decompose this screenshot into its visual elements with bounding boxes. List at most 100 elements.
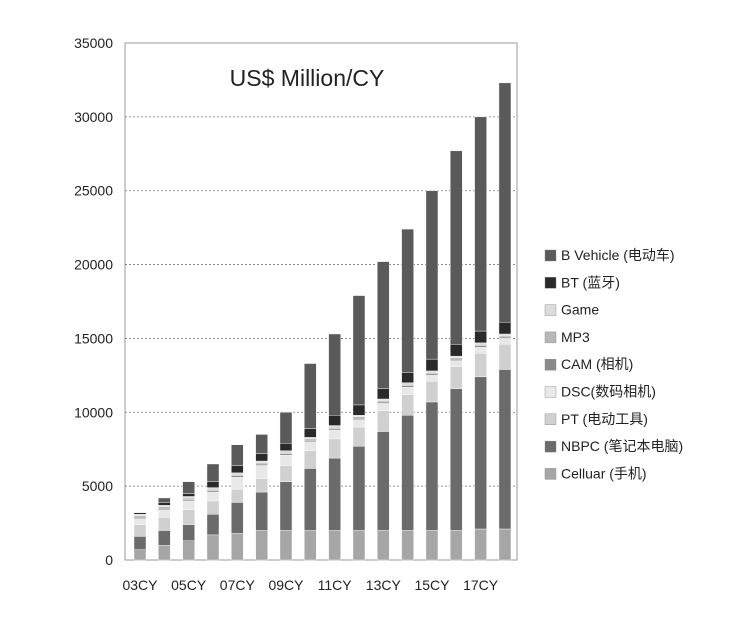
bar-segment <box>474 353 487 378</box>
bar-segment <box>425 370 439 373</box>
legend-label: Game <box>561 302 599 318</box>
bar-segment <box>206 534 220 561</box>
bar-segment <box>474 342 487 345</box>
bar-segment <box>133 536 147 550</box>
bar-segment <box>377 530 390 561</box>
bar-segment <box>206 488 220 491</box>
bar-segment <box>425 358 439 372</box>
bar-segment <box>401 385 414 388</box>
legend-swatch <box>544 440 557 453</box>
bar-segment <box>158 530 171 546</box>
legend-label: MP3 <box>561 329 590 345</box>
bar-segment <box>328 530 341 561</box>
bar-segment <box>255 460 268 463</box>
bar-segment <box>450 388 463 531</box>
legend-swatch <box>544 249 557 262</box>
bar-segment <box>231 444 244 466</box>
bar-segment <box>352 419 366 428</box>
bar-segment <box>352 417 366 420</box>
bar-segment <box>182 499 195 502</box>
bar-segment <box>377 401 390 404</box>
bar-segment <box>450 357 463 360</box>
legend-label: B Vehicle (电动车) <box>561 247 675 263</box>
bar-segment <box>352 416 366 419</box>
y-tick-label: 25000 <box>74 183 113 199</box>
bar-segment <box>206 481 220 488</box>
legend-swatch <box>544 359 557 371</box>
legend-swatch <box>544 331 557 344</box>
bar-segment <box>206 490 220 493</box>
bar-segment <box>279 450 293 453</box>
bar-segment <box>255 491 268 531</box>
bar-segment <box>279 443 293 451</box>
bar-segment <box>231 474 244 477</box>
bar-segment <box>182 481 195 494</box>
bar-segment <box>182 497 195 500</box>
legend-swatch <box>544 277 557 289</box>
x-tick-label: 07CY <box>220 577 256 593</box>
bar-segment <box>133 514 147 516</box>
bar-segment <box>158 516 171 531</box>
bar-segment <box>498 321 512 335</box>
bar-segment <box>158 545 171 561</box>
bar-segment <box>425 375 439 382</box>
bar-segment <box>474 376 487 530</box>
bar-segment <box>255 530 268 561</box>
bar-segment <box>450 366 463 389</box>
bar-segment <box>304 441 317 451</box>
bar-segment <box>328 457 341 531</box>
bar-segment <box>377 410 390 432</box>
bar-segment <box>182 509 195 525</box>
chart-title: US$ Million/CY <box>230 65 385 91</box>
bar-segment <box>474 116 487 332</box>
y-tick-label: 35000 <box>74 35 113 51</box>
bar-segment <box>255 434 268 454</box>
y-tick-label: 10000 <box>74 404 113 420</box>
bar-segment <box>304 468 317 531</box>
y-tick-label: 5000 <box>82 478 113 494</box>
x-tick-label: 13CY <box>366 577 402 593</box>
bar-segment <box>304 363 317 429</box>
bar-segment <box>401 372 414 383</box>
bar-segment <box>474 528 487 561</box>
axes: 0 5000 10000 15000 20000 25000 30000 35000 03CY 0… <box>74 35 499 593</box>
bar-segment <box>231 533 244 561</box>
bar-segment <box>231 488 244 503</box>
bar-segment <box>206 487 220 490</box>
bar-segment <box>231 477 244 490</box>
bar-segment <box>377 388 390 400</box>
bar-segment <box>498 369 512 530</box>
bar-segment <box>498 338 512 345</box>
legend-label: CAM (相机) <box>561 356 633 372</box>
bar-segment <box>474 345 487 348</box>
bar-segment <box>304 437 317 440</box>
bar-segment <box>158 502 171 506</box>
legend-label: Celluar (手机) <box>561 465 647 481</box>
bar-segment <box>304 440 317 443</box>
plot-frame <box>124 42 518 561</box>
bar-segment <box>279 465 293 482</box>
bar-segment <box>182 500 195 510</box>
bar-segment <box>255 463 268 466</box>
bar-segment <box>450 360 463 367</box>
bar-segment <box>182 496 195 499</box>
bar-segment <box>182 493 195 497</box>
bar-segment <box>133 516 147 519</box>
bar-segment <box>401 382 414 385</box>
bar-segment <box>304 438 317 441</box>
bar-segment <box>401 386 414 395</box>
bar-segment <box>158 497 171 503</box>
x-tick-label: 03CY <box>122 577 158 593</box>
bar-segment <box>158 508 171 510</box>
y-tick-label: 20000 <box>74 257 113 273</box>
bar-segment <box>133 549 147 561</box>
bar-segment <box>401 415 414 531</box>
bar-segment <box>158 506 171 509</box>
bar-segment <box>158 505 171 508</box>
bar-segment <box>450 344 463 357</box>
bar-segment <box>352 446 366 531</box>
bar-segment <box>352 530 366 561</box>
bar-segment <box>279 412 293 444</box>
